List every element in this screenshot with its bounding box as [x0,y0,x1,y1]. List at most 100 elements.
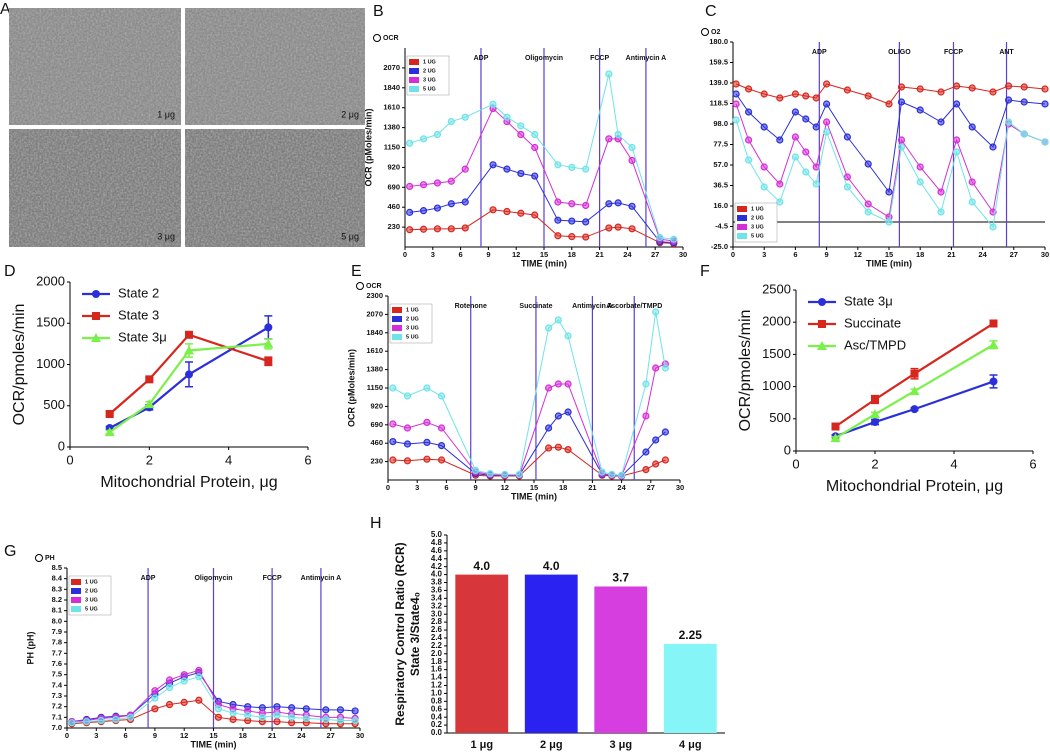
y-tick-label: 118.5 [710,98,728,107]
marker [517,130,525,139]
y-tick-label: 1.6 [431,665,443,674]
marker [403,457,412,465]
marker [652,308,660,316]
x-tick-label: 21 [268,731,276,740]
x-tick-label: 18 [916,250,924,259]
x-tick-label: 2 [871,456,878,471]
y-tick-label: 2000 [36,273,65,288]
marker [229,715,237,724]
marker [732,80,740,88]
x-tick-label: 6 [124,731,128,740]
marker [831,422,840,431]
y-tick-label: 1610 [383,103,400,112]
marker [447,117,455,126]
marker [864,200,872,208]
marker [288,704,296,712]
marker [423,384,431,392]
marker [843,173,852,181]
y-tick-label: 460 [370,438,383,447]
marker [489,206,497,214]
y-tick-label: 0 [784,442,791,457]
marker [628,156,636,165]
marker [437,442,446,450]
bar [524,574,578,733]
x-tick-label: 12 [180,731,188,740]
y-tick-label: 2.0 [431,649,443,658]
y-tick-label: 1150 [384,142,400,151]
marker [744,108,753,116]
y-tick-label: 920 [387,162,400,171]
x-axis-label: Mitochondrial Protein, μg [100,474,277,491]
marker [916,163,924,171]
x-tick-label: 27 [651,250,659,259]
marker [112,715,120,724]
marker [531,211,539,219]
x-tick-label: 18 [559,483,567,492]
marker [433,225,442,233]
y-tick-label: 8.1 [52,606,62,615]
y-tick-label: 7.0 [52,723,62,732]
x-tick-label: 6 [793,250,797,259]
legend-label: 5 UG [406,334,419,340]
legend-label: 5 UG [85,606,98,612]
x-axis-label: TIME (min) [521,258,567,268]
marker [1020,130,1028,138]
marker [937,88,945,96]
marker [568,233,576,241]
marker [92,312,100,320]
marker [419,225,428,233]
marker [419,181,428,189]
marker [195,666,203,675]
x-tick-label: 30 [356,731,364,740]
legend-title-symbol [373,34,381,42]
legend-swatch [392,316,402,322]
event-label: FCCP [263,575,282,582]
y-axis-label: State 3/State4₀ [408,592,422,676]
micrograph-label: 5 μg [341,231,359,241]
marker [264,357,273,366]
y-tick-label: 2.8 [431,617,443,626]
legend-title: PH [45,555,55,562]
y-tick-label: 3.0 [431,609,443,618]
y-tick-label: 98.0 [713,119,728,128]
marker [554,161,562,169]
marker [989,88,997,96]
marker [515,470,524,478]
marker [165,676,174,684]
marker [614,223,622,231]
marker [486,470,494,478]
y-tick-label: 2070 [366,309,383,318]
x-tick-label: 24 [297,731,306,740]
y-tick-label: 4.2 [431,562,443,571]
y-axis-label: OCR/pmoles/min [737,310,754,432]
chart-panel: H 0.00.20.40.60.81.01.21.41.61.82.02.22.4… [370,515,725,751]
marker [897,136,906,144]
marker [871,418,879,427]
x-tick-label: 3 [415,483,419,492]
y-tick-label: 0.0 [431,728,443,737]
event-label: FCCP [590,55,609,62]
marker [864,160,872,168]
marker [776,198,784,206]
y-tick-label: 8.3 [52,584,62,593]
marker [656,233,664,242]
marker [437,392,446,400]
y-tick-label: 460 [387,202,400,211]
y-tick-label: 1.4 [431,673,443,682]
marker [864,92,872,100]
marker [472,466,480,474]
bar [594,586,648,733]
legend-swatch [737,233,747,239]
series-line [109,342,269,434]
event-label: Rotenone [455,303,487,310]
marker [273,717,281,726]
y-tick-label: 2.2 [431,641,443,650]
event-label: Antimycin A [572,303,613,310]
legend-swatch [737,224,747,230]
micrograph-texture [9,8,181,125]
marker [554,198,562,206]
event-label: ADP [812,49,827,56]
marker [489,161,497,169]
x-tick-label: 12 [501,483,509,492]
marker [568,200,576,208]
